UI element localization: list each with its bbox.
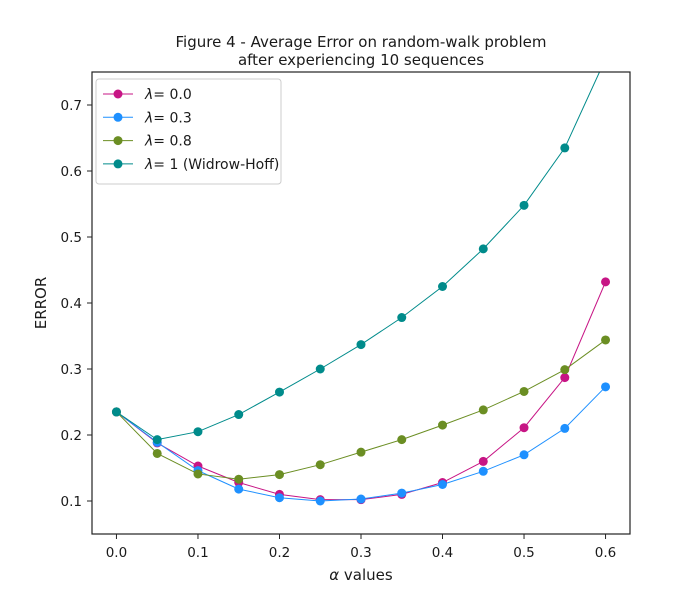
- data-point: [560, 143, 570, 153]
- y-tick-label: 0.2: [61, 428, 82, 444]
- legend-label: λ= 1 (Widrow-Hoff): [144, 157, 279, 173]
- data-point: [519, 200, 529, 210]
- data-point: [478, 466, 488, 476]
- legend-label: λ= 0.8: [144, 134, 192, 150]
- data-point: [315, 364, 325, 374]
- series-3: [111, 54, 610, 445]
- series-line: [116, 281, 607, 501]
- data-point: [397, 435, 407, 445]
- legend-symbol: λ: [144, 87, 153, 103]
- data-point: [234, 410, 244, 420]
- legend-symbol: λ: [144, 157, 153, 173]
- data-point: [234, 484, 244, 494]
- series-line: [116, 386, 606, 502]
- x-tick-label: 0.3: [350, 545, 371, 561]
- series-2: [111, 335, 611, 484]
- legend-symbol: λ: [144, 110, 153, 126]
- x-axis-label: α values: [329, 566, 393, 584]
- chart-title-line-1: Figure 4 - Average Error on random-walk …: [175, 33, 547, 51]
- legend-marker: [113, 112, 123, 122]
- data-point: [478, 456, 488, 466]
- chart-title-line-2: after experiencing 10 sequences: [237, 51, 485, 69]
- data-point: [193, 427, 203, 437]
- x-axis-label-symbol: α: [329, 566, 339, 584]
- ticks-layer: 0.0 0.1 0.2 0.3 0.4 0.5 0.6 0.1 0.2 0.3 0.4 0.5 0.6 0…: [61, 98, 617, 561]
- data-point: [356, 340, 366, 350]
- data-point: [274, 387, 284, 397]
- data-point: [560, 373, 570, 383]
- series-layer: [111, 54, 611, 506]
- data-point: [438, 420, 448, 430]
- y-axis-label: ERROR: [32, 277, 50, 330]
- data-point: [315, 496, 325, 506]
- data-point: [438, 480, 448, 489]
- x-axis-label-text: values: [339, 566, 393, 584]
- y-tick-label: 0.3: [61, 362, 82, 378]
- data-point: [152, 448, 162, 458]
- y-tick-label: 0.4: [61, 296, 82, 312]
- series-1: [111, 382, 611, 506]
- data-point: [601, 382, 611, 392]
- legend-text: = 0.3: [153, 110, 191, 126]
- x-tick-label: 0.2: [269, 545, 290, 561]
- legend-entry: λ= 1 (Widrow-Hoff): [103, 157, 279, 173]
- data-point: [234, 474, 244, 484]
- data-point: [111, 407, 121, 417]
- data-point: [560, 423, 570, 433]
- legend-label: λ= 0.3: [144, 110, 192, 126]
- legend-entry: λ= 0.0: [103, 87, 192, 103]
- series-0: [111, 277, 611, 505]
- y-tick-label: 0.6: [61, 164, 82, 180]
- data-point: [438, 282, 448, 291]
- data-point: [274, 493, 284, 503]
- data-point: [601, 277, 611, 287]
- data-point: [519, 386, 529, 396]
- x-tick-label: 0.6: [595, 545, 616, 561]
- data-point: [356, 447, 366, 457]
- data-point: [152, 435, 162, 445]
- data-point: [519, 423, 529, 433]
- y-tick-label: 0.7: [61, 98, 82, 114]
- series-line: [116, 339, 606, 480]
- x-tick-label: 0.4: [432, 545, 453, 561]
- data-point: [274, 470, 284, 480]
- legend-entry: λ= 0.3: [103, 110, 192, 126]
- legend-marker: [113, 89, 123, 99]
- legend: λ= 0.0λ= 0.3λ= 0.8λ= 1 (Widrow-Hoff): [95, 78, 282, 185]
- data-point: [478, 405, 488, 415]
- data-point: [519, 450, 529, 460]
- data-point: [478, 244, 488, 254]
- y-tick-label: 0.5: [61, 230, 82, 246]
- data-point: [356, 494, 366, 504]
- x-tick-label: 0.0: [106, 545, 127, 561]
- legend-text: = 0.0: [153, 87, 191, 103]
- x-tick-label: 0.5: [513, 545, 534, 561]
- legend-marker: [113, 136, 123, 146]
- legend-label: λ= 0.0: [144, 87, 192, 103]
- y-tick-label: 0.1: [61, 494, 82, 510]
- legend-box: [95, 78, 282, 185]
- legend-symbol: λ: [144, 134, 153, 150]
- data-point: [315, 460, 325, 470]
- data-point: [397, 488, 407, 498]
- data-point: [560, 365, 570, 375]
- data-point: [601, 54, 610, 63]
- legend-text: = 1 (Widrow-Hoff): [153, 157, 279, 173]
- legend-marker: [113, 159, 123, 169]
- data-point: [193, 469, 203, 479]
- x-tick-label: 0.1: [187, 545, 208, 561]
- data-point: [601, 335, 611, 345]
- legend-text: = 0.8: [153, 134, 191, 150]
- data-point: [397, 313, 407, 323]
- legend-entry: λ= 0.8: [103, 134, 192, 150]
